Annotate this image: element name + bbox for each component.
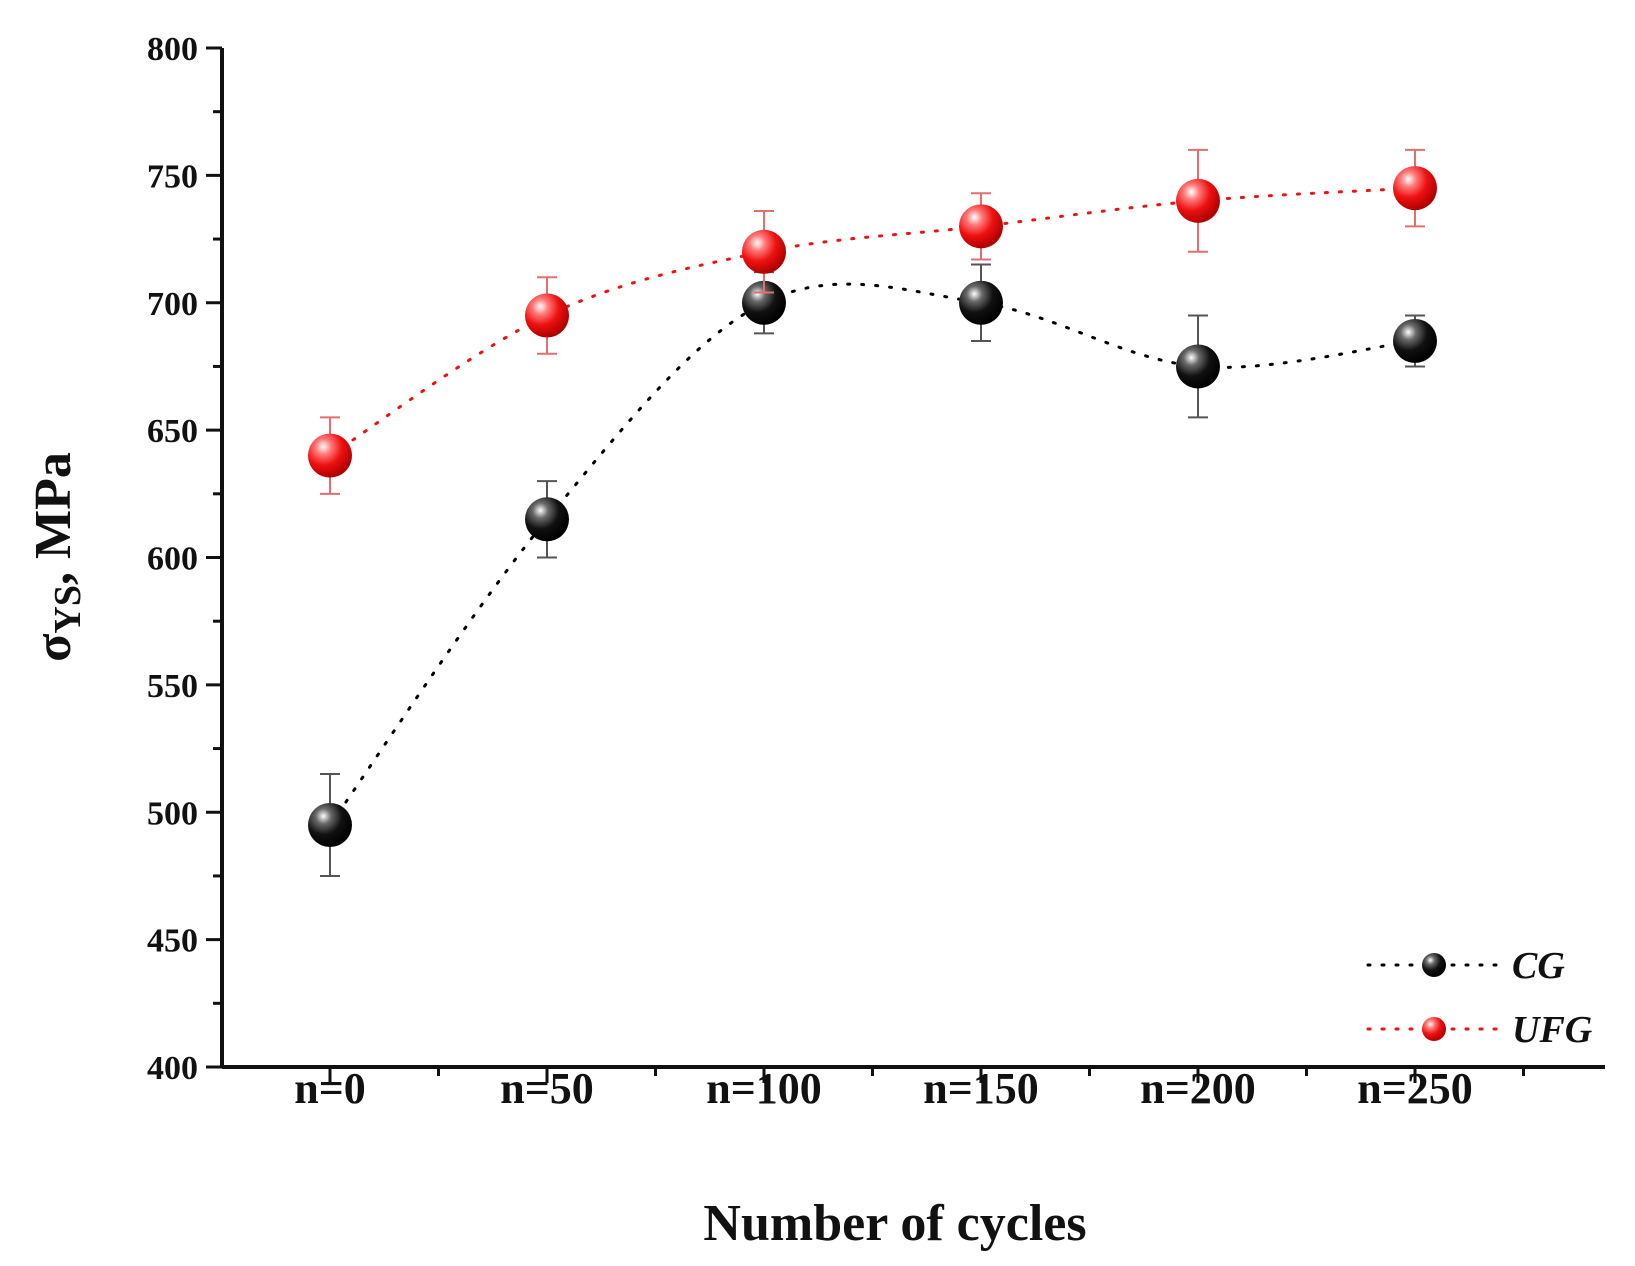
y-axis-title-symbol: σ (25, 634, 82, 662)
x-tick-label: n=50 (500, 1064, 594, 1113)
data-point-ufg (1393, 166, 1437, 211)
series-ufg (308, 148, 1437, 495)
series-layer (308, 148, 1437, 877)
data-point-cg (1393, 318, 1437, 363)
y-tick-label: 450 (147, 923, 198, 960)
data-point-cg (959, 280, 1003, 325)
x-tick-label: n=250 (1357, 1064, 1473, 1113)
y-axis-title-subscript: YS (47, 585, 89, 634)
data-point-ufg (308, 433, 352, 478)
y-tick-label: 700 (147, 286, 198, 323)
y-tick-label: 800 (147, 31, 198, 68)
data-point-ufg (525, 293, 569, 338)
y-tick-label: 600 (147, 541, 198, 578)
series-line-cg (328, 282, 1417, 827)
data-point-cg (525, 497, 569, 542)
y-tick-label: 550 (147, 668, 198, 705)
legend-label-cg: CG (1512, 945, 1565, 987)
legend-marker-ufg (1422, 1017, 1446, 1041)
y-axis-title-unit: , MPa (25, 452, 82, 585)
data-point-ufg (1176, 178, 1220, 223)
series-line-ufg (328, 186, 1417, 458)
legend-marker-cg (1422, 953, 1446, 977)
y-tick-label: 750 (147, 158, 198, 195)
y-tick-label: 400 (147, 1050, 198, 1087)
x-tick-label: n=100 (706, 1064, 822, 1113)
x-tick-label: n=200 (1140, 1064, 1256, 1113)
x-tick-label: n=0 (294, 1064, 366, 1113)
y-tick-label: 650 (147, 413, 198, 450)
data-point-ufg (742, 229, 786, 274)
data-point-cg (742, 280, 786, 325)
y-axis-title: σYS, MPa (25, 452, 89, 662)
data-point-cg (308, 802, 352, 847)
x-tick-label: n=150 (923, 1064, 1039, 1113)
y-tick-label: 500 (147, 795, 198, 832)
series-cg (308, 263, 1437, 877)
y-ticks: 400 450 500 550 600 650 700 750 800 (147, 31, 222, 1087)
data-point-cg (1176, 344, 1220, 389)
legend: CG UFG (1366, 945, 1593, 1051)
x-axis-title: Number of cycles (703, 1195, 1086, 1252)
x-ticks: n=0 n=50 n=100 n=150 n=200 n=250 (294, 1064, 1525, 1113)
data-point-ufg (959, 204, 1003, 249)
legend-label-ufg: UFG (1512, 1009, 1593, 1051)
